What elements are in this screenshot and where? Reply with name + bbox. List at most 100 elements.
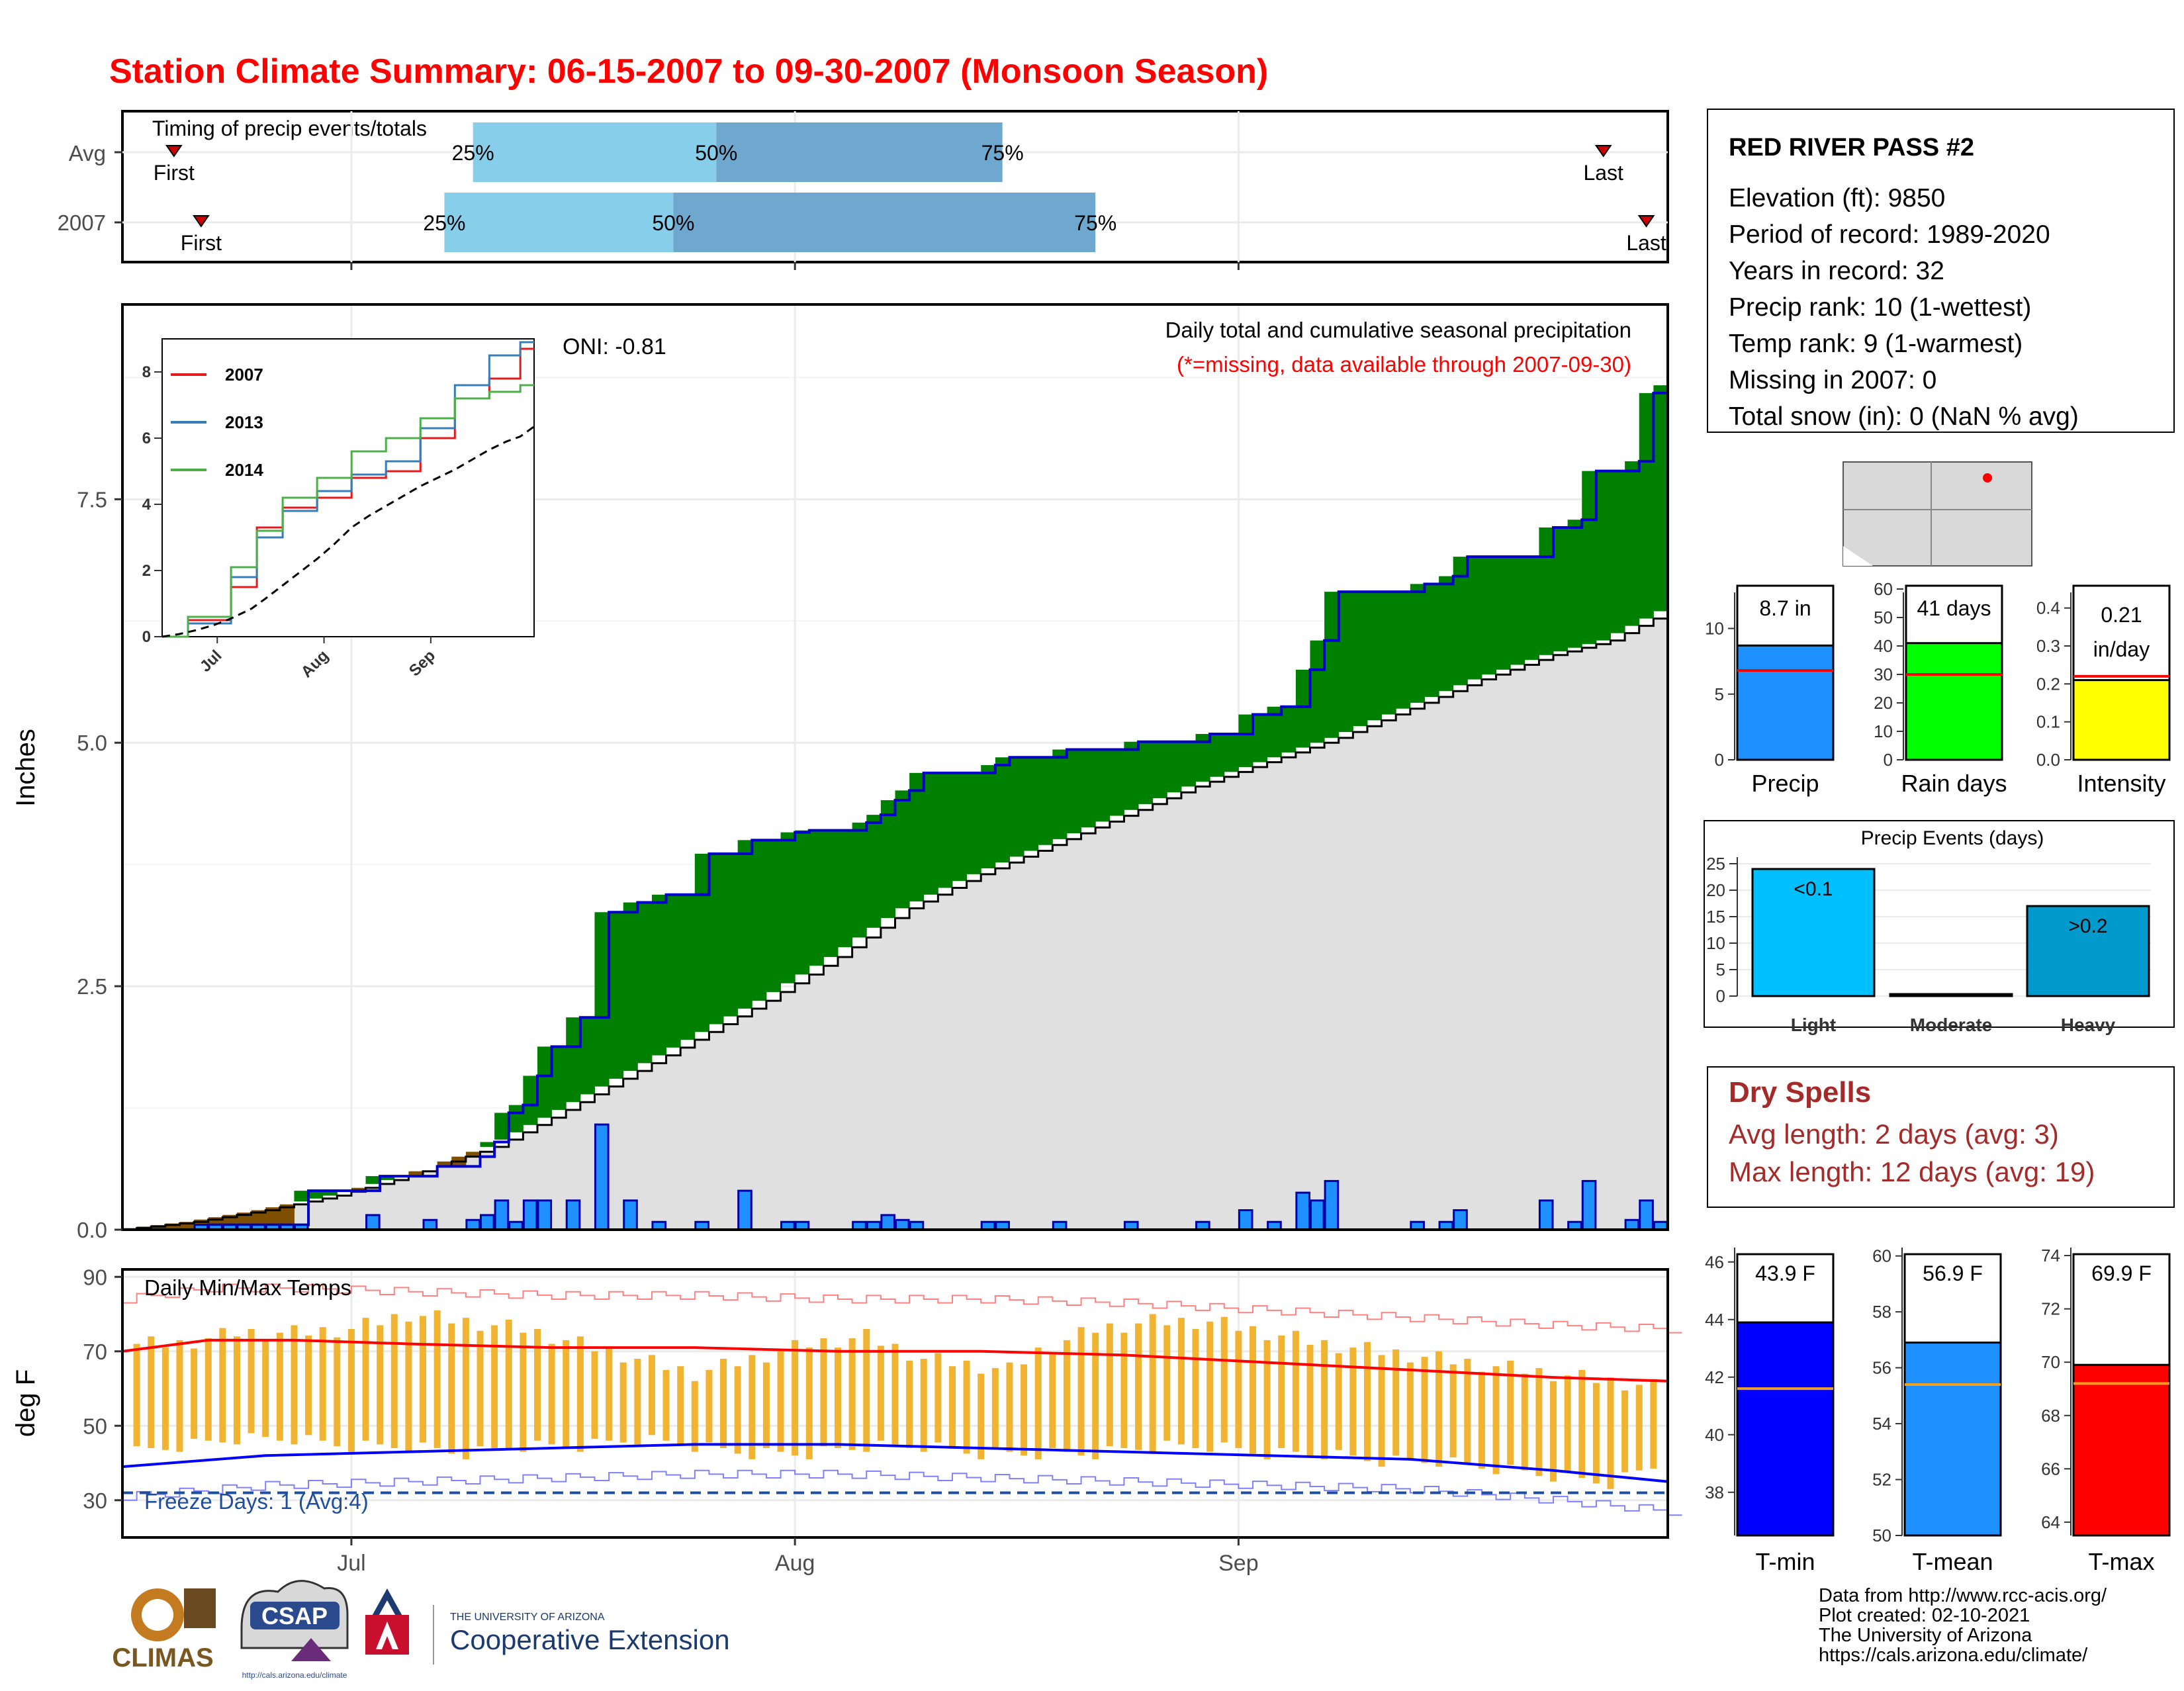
daily-temp-bar bbox=[1149, 1314, 1156, 1452]
temp-bar-T-mean bbox=[1903, 1342, 2002, 1537]
dry-spells-box: Dry Spells Avg length: 2 days (avg: 3) M… bbox=[1707, 1066, 2175, 1208]
above-average-area bbox=[981, 765, 996, 869]
daily-temp-bar bbox=[1507, 1360, 1514, 1465]
daily-temp-bar bbox=[205, 1338, 212, 1441]
precip-y-tick-label: 5.0 bbox=[77, 731, 107, 755]
above-average-area bbox=[880, 800, 895, 919]
timing-last-marker bbox=[1594, 145, 1612, 158]
above-average-area bbox=[1553, 527, 1569, 652]
daily-temp-bar bbox=[1263, 1340, 1271, 1459]
locator-map bbox=[1843, 461, 2032, 567]
daily-temp-bar bbox=[920, 1359, 927, 1452]
csap-text: CSAP bbox=[261, 1602, 328, 1629]
above-average-area bbox=[1152, 741, 1167, 799]
daily-temp-bar bbox=[477, 1330, 484, 1447]
above-average-area bbox=[623, 902, 638, 1072]
above-average-area bbox=[1596, 471, 1612, 641]
timing-bar-25-50 bbox=[444, 193, 674, 252]
below-average-area bbox=[351, 1187, 367, 1191]
below-average-area bbox=[265, 1207, 281, 1225]
daily-temp-bar bbox=[420, 1316, 427, 1443]
above-average-area bbox=[1625, 461, 1640, 626]
daily-temp-bar bbox=[1306, 1344, 1314, 1456]
daily-temp-bar bbox=[133, 1344, 140, 1447]
daily-temp-bar bbox=[1635, 1385, 1643, 1471]
daily-temp-bar bbox=[648, 1355, 655, 1436]
events-value-label: <0.1 bbox=[1794, 878, 1833, 900]
summary-bar-label: Intensity bbox=[2077, 770, 2165, 797]
daily-temp-bar bbox=[491, 1325, 498, 1448]
above-average-area bbox=[766, 840, 782, 992]
temp-bar-y-tick-label: 38 bbox=[1705, 1483, 1724, 1502]
above-average-area bbox=[1253, 714, 1268, 762]
station-line: Elevation (ft): 9850 bbox=[1729, 184, 1945, 212]
above-average-area bbox=[1353, 592, 1368, 727]
station-location-dot bbox=[1983, 473, 1992, 482]
timing-bar-25-50 bbox=[473, 122, 717, 182]
dry-spells-title: Dry Spells bbox=[1729, 1076, 1871, 1109]
timing-label: Timing of precip events/totals bbox=[152, 116, 427, 140]
summary-y-tick-label: 0.3 bbox=[2036, 636, 2060, 656]
daily-temp-bar bbox=[1378, 1355, 1385, 1467]
daily-temp-bar bbox=[720, 1359, 727, 1448]
daily-temp-bar bbox=[1650, 1379, 1657, 1469]
above-average-area bbox=[1009, 757, 1024, 857]
above-average-area bbox=[523, 1075, 538, 1125]
daily-temp-bar bbox=[634, 1359, 641, 1445]
daily-temp-bar bbox=[1220, 1316, 1228, 1443]
summary-y-tick-label: 40 bbox=[1874, 636, 1893, 656]
above-average-area bbox=[566, 1017, 581, 1103]
above-average-area bbox=[1181, 741, 1197, 787]
above-average-area bbox=[1066, 749, 1082, 834]
daily-precip-bar bbox=[1624, 1218, 1640, 1231]
month-tick-label: Aug bbox=[775, 1551, 815, 1576]
daily-temp-bar bbox=[576, 1336, 584, 1452]
missing-note: (*=missing, data available through 2007-… bbox=[1177, 352, 1631, 377]
summary-y-tick-label: 5 bbox=[1715, 684, 1724, 704]
daily-temp-bar bbox=[948, 1366, 956, 1448]
above-average-area bbox=[752, 840, 767, 1001]
above-average-area bbox=[1410, 584, 1425, 703]
oni-label: ONI: -0.81 bbox=[563, 334, 666, 359]
daily-temp-bar bbox=[792, 1340, 799, 1456]
daily-temp-bar bbox=[161, 1348, 169, 1450]
above-average-area bbox=[1467, 557, 1482, 680]
daily-temp-bar bbox=[191, 1348, 198, 1439]
summary-bar-label: Precip bbox=[1751, 770, 1819, 797]
daily-temp-bar bbox=[906, 1360, 913, 1448]
temp-bar-y-tick-label: 64 bbox=[2041, 1512, 2060, 1532]
above-average-area bbox=[995, 757, 1010, 863]
summary-value-label: 0.21 bbox=[2101, 603, 2142, 627]
above-average-area bbox=[365, 1176, 381, 1184]
daily-temp-bar bbox=[691, 1381, 698, 1452]
daily-precip-bar bbox=[537, 1199, 553, 1231]
inset-legend-label: 2013 bbox=[225, 412, 263, 432]
daily-temp-bar bbox=[1421, 1357, 1428, 1463]
temp-bar-T-max bbox=[2072, 1363, 2171, 1537]
summary-value-label: in/day bbox=[2093, 637, 2150, 661]
temp-bar-y-tick-label: 66 bbox=[2041, 1459, 2060, 1479]
temp-bar-y-tick-label: 40 bbox=[1705, 1425, 1724, 1445]
below-average-area bbox=[179, 1222, 195, 1230]
summary-value-label: 41 days bbox=[1917, 596, 1991, 620]
events-y-tick-label: 5 bbox=[1716, 960, 1725, 980]
precip-subtitle: Daily total and cumulative seasonal prec… bbox=[1165, 318, 1631, 342]
daily-temp-bar bbox=[276, 1332, 283, 1441]
above-average-area bbox=[838, 830, 853, 948]
above-average-area bbox=[1481, 557, 1497, 675]
station-line: Missing in 2007: 0 bbox=[1729, 366, 1936, 394]
daily-precip-bar bbox=[1324, 1179, 1340, 1231]
summary-y-tick-label: 0 bbox=[1884, 750, 1893, 770]
inset-legend-label: 2007 bbox=[225, 365, 263, 385]
above-average-area bbox=[1524, 557, 1539, 661]
daily-temp-bar bbox=[1592, 1383, 1600, 1484]
events-y-tick-label: 25 bbox=[1706, 854, 1725, 874]
below-average-area bbox=[408, 1171, 424, 1177]
daily-temp-bar bbox=[1521, 1373, 1528, 1471]
temp-bar-y-tick-label: 68 bbox=[2041, 1406, 2060, 1426]
above-average-area bbox=[1453, 557, 1468, 686]
precip-y-ticks: 0.0 2.5 5.0 7.5 bbox=[77, 487, 122, 1242]
above-average-area bbox=[694, 853, 709, 1032]
station-line: Temp rank: 9 (1-warmest) bbox=[1729, 330, 2023, 358]
freeze-label: Freeze Days: 1 (Avg:4) bbox=[144, 1489, 369, 1514]
